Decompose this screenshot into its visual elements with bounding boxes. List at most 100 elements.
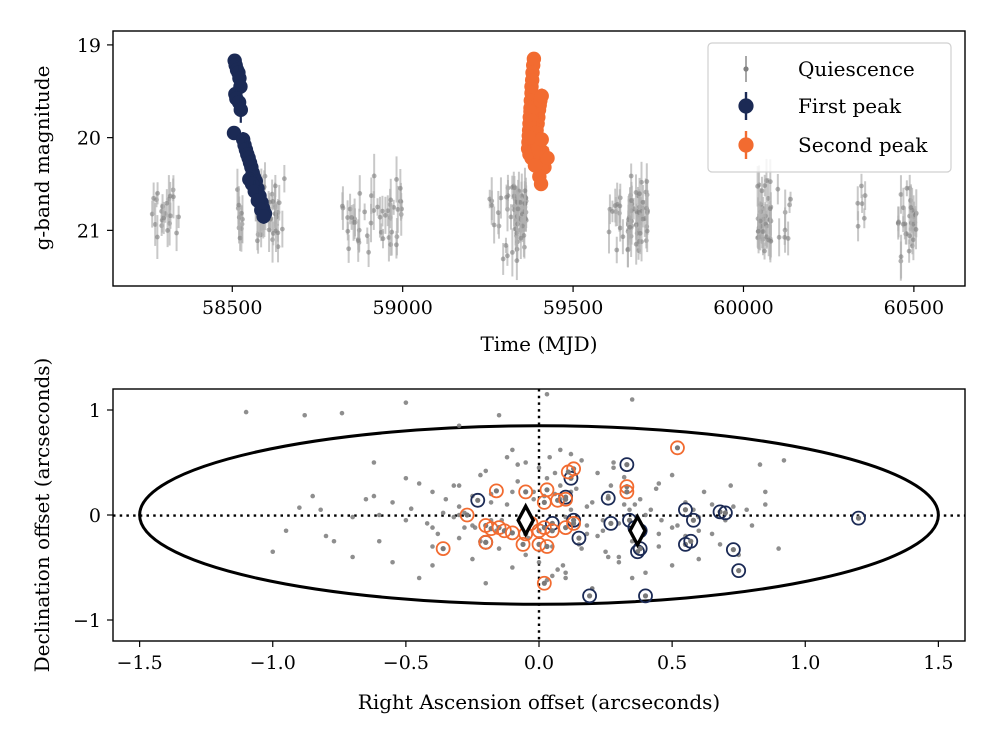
first-peak-position-dot (855, 515, 862, 521)
x-tick-label: 60500 (884, 297, 944, 319)
quiescence-point (346, 246, 352, 252)
quiescence-point (620, 234, 626, 240)
quiescence-position (456, 504, 462, 509)
first-peak-position-dot (608, 520, 614, 527)
quiescence-position (478, 472, 483, 478)
quiescence-position (648, 507, 654, 513)
quiescence-point (491, 222, 497, 228)
quiescence-position (416, 575, 422, 581)
quiescence-position (456, 483, 462, 488)
quiescence-point (518, 235, 524, 241)
quiescence-position (595, 533, 600, 539)
second-peak-position-dot (571, 520, 577, 527)
first-peak-position-ring (582, 588, 597, 604)
quiescence-position (496, 546, 502, 551)
quiescence-position (701, 489, 707, 495)
quiescence-point (898, 254, 904, 260)
quiescence-position (390, 500, 395, 505)
quiescence-point (767, 179, 773, 185)
quiescence-position (669, 472, 675, 478)
second-peak-position-ring (619, 484, 635, 500)
quiescence-position (629, 575, 635, 581)
quiescence-point (239, 210, 244, 216)
first-peak-position-dot (730, 547, 736, 553)
x-tick-label: −1.5 (117, 652, 163, 674)
quiescence-point (633, 241, 639, 247)
quiescence-position (643, 512, 648, 518)
quiescence-position (728, 483, 733, 488)
quiescence-position (435, 531, 441, 537)
y-tick-label: 21 (77, 220, 101, 242)
quiescence-position (515, 479, 520, 484)
quiescence-position (536, 559, 542, 565)
light-curve-y-ticks: 19 20 21 (77, 35, 113, 242)
second-peak-position-ring (544, 523, 560, 539)
quiescence-position (523, 460, 528, 465)
quiescence-position (616, 559, 622, 565)
legend-label-first-peak: First peak (798, 94, 902, 118)
quiescence-point (498, 195, 504, 201)
x-tick-label: 1.0 (790, 652, 820, 674)
quiescence-point (362, 209, 368, 215)
quiescence-point (279, 226, 285, 232)
first-peak-position-dot (475, 497, 481, 503)
quiescence-point (606, 229, 612, 235)
y-tick-label: −1 (73, 610, 101, 632)
quiescence-point (349, 215, 355, 220)
quiescence-position (350, 514, 355, 520)
first-peak-position-dot (586, 593, 593, 599)
legend-label-second-peak: Second peak (798, 133, 928, 157)
quiescence-point (859, 183, 864, 189)
second-peak-position-dot (520, 541, 526, 548)
quiescence-point (357, 190, 363, 196)
second-peak-position-dot (563, 496, 569, 502)
legend-box (707, 42, 952, 173)
second-peak-position-dot (440, 546, 446, 552)
quiescence-position (376, 512, 382, 518)
quiescence-point (389, 229, 395, 235)
second-peak-position-ring (560, 464, 576, 480)
quiescence-position (558, 483, 563, 488)
quiescence-position (318, 507, 323, 513)
quiescence-point (896, 219, 902, 225)
quiescence-point (522, 188, 528, 194)
quiescence-position (430, 489, 435, 495)
second-peak-point (533, 176, 549, 192)
quiescence-position (456, 423, 462, 429)
first-peak-position-ring (678, 502, 693, 518)
quiescence-position (595, 470, 600, 476)
quiescence-point (382, 212, 388, 218)
quiescence-point (861, 215, 867, 221)
quiescence-position (656, 544, 662, 549)
quiescence-point (629, 198, 634, 203)
first-peak-position-ring (470, 492, 486, 508)
quiescence-point (898, 192, 904, 197)
quiescence-position (709, 531, 715, 537)
quiescence-point (388, 197, 394, 203)
quiescence-point (788, 196, 793, 202)
quiescence-position (403, 475, 409, 481)
quiescence-position (696, 556, 702, 562)
quiescence-position (749, 523, 755, 528)
quiescence-position (331, 538, 337, 544)
quiescence-point (910, 237, 916, 243)
quiescence-point (759, 188, 765, 194)
quiescence-position (632, 502, 638, 507)
quiescence-position (659, 517, 664, 523)
quiescence-position (390, 559, 395, 565)
first-peak-position-ring (683, 533, 699, 549)
first-peak-position-ring (638, 588, 653, 604)
second-peak-position-ring (558, 520, 574, 535)
quiescence-point (371, 173, 377, 179)
x-tick-label: 0.5 (657, 652, 687, 674)
quiescence-position (555, 567, 560, 572)
quiescence-point (161, 215, 167, 221)
quiescence-position (310, 493, 315, 499)
second-peak-point (540, 150, 555, 166)
quiescence-position (440, 510, 446, 516)
second-peak-point (534, 132, 549, 147)
second-peak-position-ring (566, 516, 582, 531)
quiescence-position (579, 546, 584, 551)
quiescence-point (855, 223, 861, 229)
quiescence-position (350, 554, 355, 560)
